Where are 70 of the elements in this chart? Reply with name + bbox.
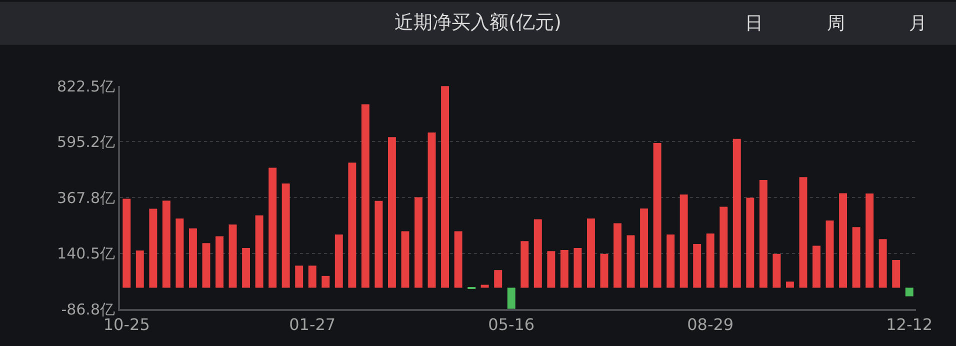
bar <box>414 197 422 288</box>
bar <box>268 168 277 288</box>
bar <box>720 206 728 288</box>
bar <box>772 254 781 288</box>
bar <box>826 220 834 288</box>
bar <box>188 228 197 288</box>
bar <box>282 183 290 288</box>
bar <box>322 276 330 288</box>
bar <box>176 218 184 288</box>
bar <box>507 288 516 309</box>
bar <box>732 138 741 288</box>
text: 周 <box>827 13 845 34</box>
bar <box>255 215 264 288</box>
bar <box>653 143 662 288</box>
bar <box>666 234 675 288</box>
bar <box>574 248 582 288</box>
x-tick-label: 12-12 <box>886 315 933 334</box>
bar <box>892 260 900 288</box>
bar <box>216 236 224 288</box>
bar <box>878 239 887 288</box>
bar <box>746 198 754 288</box>
bar <box>374 200 383 288</box>
bar <box>361 104 370 288</box>
bar <box>494 270 502 288</box>
bar <box>866 194 874 288</box>
bar <box>759 180 768 288</box>
bar <box>680 194 688 288</box>
bar <box>693 244 702 288</box>
bar <box>905 288 914 296</box>
x-tick-label: 08-29 <box>687 315 734 334</box>
bar <box>614 223 622 288</box>
bar <box>640 208 648 288</box>
bar <box>122 198 131 288</box>
y-tick-label: 140.5亿 <box>57 244 115 263</box>
x-tick-label: 05-16 <box>488 315 535 334</box>
bar <box>308 266 316 288</box>
bar <box>401 231 410 288</box>
bar <box>547 251 556 288</box>
bar <box>242 248 250 288</box>
text: 日 <box>745 13 763 34</box>
bar <box>136 250 144 288</box>
bar <box>706 234 714 288</box>
bar <box>202 243 210 288</box>
bar <box>799 177 808 288</box>
bar <box>334 234 343 288</box>
bar <box>534 219 542 288</box>
bar <box>626 235 635 288</box>
bar <box>520 241 529 288</box>
bar <box>295 266 304 288</box>
text: 月 <box>909 13 927 34</box>
bar <box>586 218 595 288</box>
chart-title: 近期净买入额(亿元) <box>394 12 562 34</box>
bar <box>786 282 794 288</box>
y-tick-label: 367.8亿 <box>57 188 115 207</box>
y-tick-label: 595.2亿 <box>57 132 115 151</box>
bar <box>812 246 820 288</box>
bar <box>388 137 396 288</box>
bar <box>441 86 450 288</box>
bar <box>560 250 568 288</box>
bar <box>839 193 848 288</box>
y-tick-label: 822.5亿 <box>57 77 115 96</box>
bar <box>852 227 860 288</box>
bar <box>162 200 170 288</box>
x-tick-label: 01-27 <box>289 315 336 334</box>
bar <box>228 224 237 288</box>
bar <box>428 132 436 288</box>
bar <box>149 208 158 288</box>
bar <box>348 162 356 288</box>
bar <box>454 231 462 288</box>
bar <box>600 254 608 288</box>
